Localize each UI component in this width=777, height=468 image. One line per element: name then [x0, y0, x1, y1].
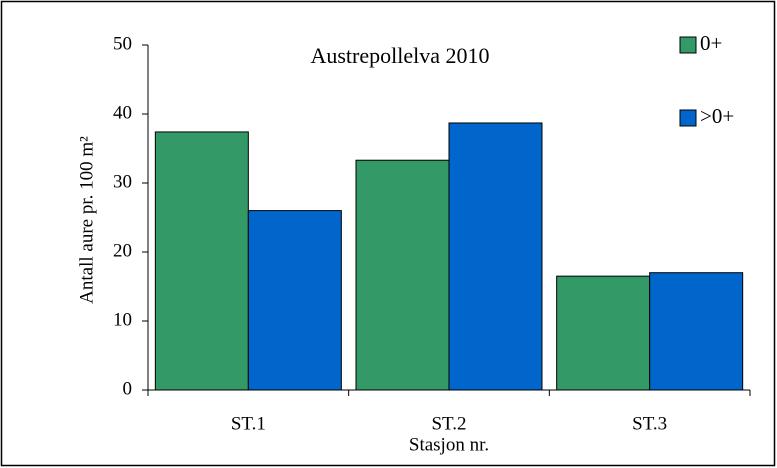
legend-swatch — [679, 109, 697, 127]
y-tick-label: 10 — [113, 309, 132, 330]
x-tick-label: ST.3 — [632, 413, 667, 434]
bar — [154, 131, 249, 391]
y-tick-label: 40 — [113, 102, 132, 123]
legend-label: 0+ — [700, 31, 722, 55]
x-axis-label: Stasjon nr. — [409, 434, 489, 455]
y-tick-label: 20 — [113, 240, 132, 261]
y-tick-label: 50 — [113, 33, 132, 54]
bar — [355, 159, 450, 391]
legend-swatch — [679, 36, 697, 54]
x-tick-label: ST.1 — [231, 413, 266, 434]
legend-label: >0+ — [700, 104, 734, 128]
y-tick-label: 0 — [123, 378, 133, 399]
bar — [649, 272, 744, 391]
bar — [556, 275, 651, 391]
bar — [247, 210, 342, 391]
x-tick-label: ST.2 — [431, 413, 466, 434]
y-tick-label: 30 — [113, 171, 132, 192]
chart-title: Austrepollelva 2010 — [310, 43, 489, 68]
y-axis-label: Antall aure pr. 100 m² — [76, 136, 97, 304]
bar — [448, 122, 543, 391]
